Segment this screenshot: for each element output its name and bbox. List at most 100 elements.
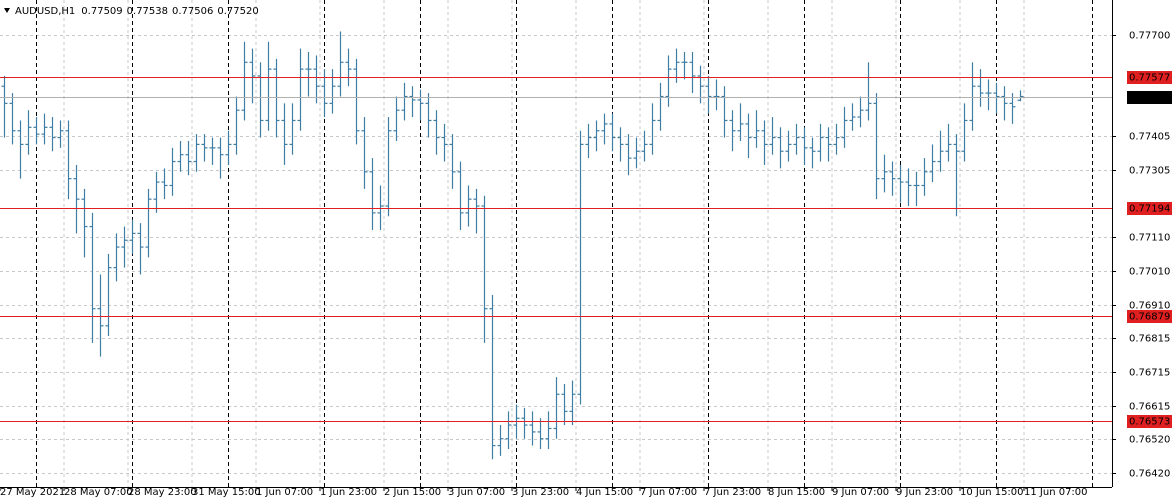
ohlc-bar [409,86,416,118]
ohlc-bar [41,113,48,145]
ohlc-bar [665,55,672,107]
ohlc-bar [297,48,304,131]
y-tick-label: 0.77010 [1129,267,1170,278]
ohlc-bar [177,141,184,172]
ohlc-bar [433,110,440,155]
ohlc-bar [425,93,432,138]
level-box [1127,415,1172,428]
ohlc-bar [81,188,88,258]
ohlc-bar [865,62,872,121]
y-tick-label: 0.76910 [1129,301,1170,312]
ohlc-bar [609,113,616,152]
ohlc-bar [257,62,264,138]
bars [1,31,1024,460]
ohlc-bar [945,123,952,162]
ohlc-bar [329,69,336,114]
ohlc-bar [217,137,224,179]
ohlc-bar [721,86,728,138]
ohlc-bar [457,161,464,230]
quote-value: 0.77506 [172,6,213,17]
ohlc-bar [353,58,360,145]
chart-title: AUDUSD,H1 [15,6,75,17]
ohlc-bar [233,96,240,155]
ohlc-bar [521,407,528,439]
ohlc-bar [593,120,600,152]
ohlc-bar [401,82,408,121]
y-tick-label: 0.76420 [1129,469,1170,480]
ohlc-bar [537,418,544,450]
ohlc-bar [977,69,984,107]
ohlc-bar [105,253,112,337]
ohlc-bar [881,154,888,193]
ohlc-bar [737,103,744,142]
ohlc-bar [145,188,152,258]
ohlc-bar [281,103,288,165]
ohlc-bar [73,164,80,234]
ohlc-bar [897,164,904,203]
ohlc-bar [585,123,592,159]
ohlc-bar [121,226,128,268]
ohlc-bar [441,123,448,162]
ohlc-bar [617,127,624,162]
ohlc-bar [849,103,856,131]
ohlc-bar [265,41,272,131]
ohlc-bar [601,113,608,145]
x-tick-label: 1 Jun 23:00 [320,487,377,498]
quote-value: 0.77509 [81,6,122,17]
ohlc-bar [161,168,168,200]
ohlc-bar [657,82,664,131]
menu-arrow[interactable] [4,8,10,13]
ohlc-bar [969,62,976,131]
x-tick-label: 1 Jun 07:00 [256,487,313,498]
ohlc-bar [1017,90,1024,102]
ohlc-bar [369,158,376,230]
ohlc-bar [529,411,536,446]
x-tick-label: 2 Jun 15:00 [384,487,441,498]
ohlc-bar [65,120,72,200]
x-tick-label: 9 Jun 23:00 [896,487,953,498]
ohlc-bar [289,103,296,155]
level-box [1127,202,1172,215]
level-label: 0.77194 [1129,204,1170,215]
x-tick-label: 9 Jun 07:00 [832,487,889,498]
x-tick-label: 28 May 23:00 [128,487,197,498]
x-tick-label: 10 Jun 15:00 [960,487,1024,498]
ohlc-bar [937,130,944,172]
ohlc-bar [25,110,32,155]
ohlc-bar [689,52,696,94]
ohlc-bar [489,295,496,460]
ohlc-bar [465,185,472,227]
ohlc-bar [505,411,512,450]
ohlc-bar [905,168,912,207]
ohlc-bar [625,134,632,176]
y-tick-label: 0.76715 [1129,368,1170,379]
ohlc-bar [769,117,776,155]
ohlc-bar [1009,93,1016,124]
ohlc-bar [337,31,344,97]
x-tick-label: 28 May 07:00 [64,487,133,498]
ohlc-bar [913,171,920,207]
ohlc-bar [1,75,8,138]
x-tick-label: 27 May 2021 [0,487,65,498]
y-tick-label: 0.77110 [1129,233,1170,244]
ohlc-bar [801,127,808,165]
ohlc-bar [377,185,384,230]
ohlc-bar [785,130,792,162]
x-tick-label: 31 May 15:00 [192,487,261,498]
ohlc-bar [33,117,40,145]
ohlc-bar [169,147,176,196]
ohlc-bar [313,55,320,104]
ohlc-bar [873,93,880,200]
ohlc-bar [273,58,280,138]
ohlc-bar [561,383,568,426]
y-tick-label: 0.76520 [1129,435,1170,446]
x-tick-label: 3 Jun 07:00 [448,487,505,498]
ohlc-bar [857,96,864,128]
ohlc-bar [129,219,136,254]
ohlc-bar [345,48,352,87]
x-tick-label: 11 Jun 07:00 [1024,487,1088,498]
ohlc-bar [481,195,488,343]
x-tick-label: 3 Jun 23:00 [512,487,569,498]
ohlc-bar [153,171,160,213]
